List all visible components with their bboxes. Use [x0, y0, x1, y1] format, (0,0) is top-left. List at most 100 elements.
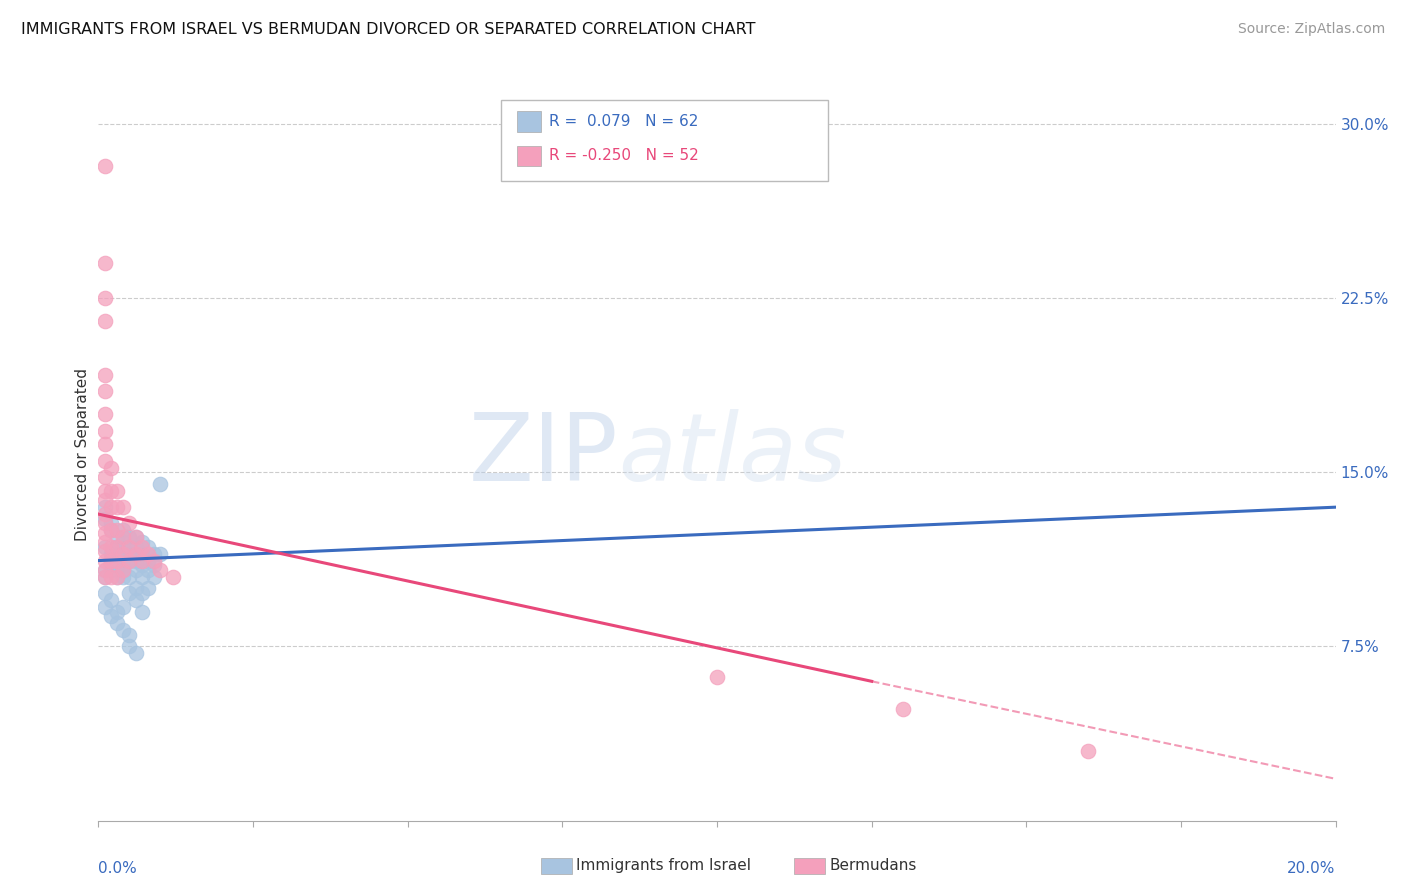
Point [112, 563, 135, 577]
Point [124, 647, 146, 661]
Point [105, 540, 128, 554]
Point [124, 547, 146, 561]
Point [118, 553, 141, 567]
Point [124, 530, 146, 544]
Point [124, 530, 146, 544]
Point [93, 314, 115, 328]
Point [93, 535, 115, 549]
Point [93, 563, 115, 577]
Point [112, 558, 135, 573]
Point [105, 500, 128, 515]
Point [100, 609, 122, 624]
Point [136, 553, 159, 567]
Point [93, 570, 115, 584]
Point [105, 616, 128, 631]
Text: Source: ZipAtlas.com: Source: ZipAtlas.com [1237, 22, 1385, 37]
Point [93, 507, 115, 521]
Text: IMMIGRANTS FROM ISRAEL VS BERMUDAN DIVORCED OR SEPARATED CORRELATION CHART: IMMIGRANTS FROM ISRAEL VS BERMUDAN DIVOR… [21, 22, 755, 37]
Point [105, 563, 128, 577]
Point [100, 540, 122, 554]
FancyBboxPatch shape [794, 858, 825, 874]
Point [93, 407, 115, 421]
Point [118, 540, 141, 554]
Point [143, 570, 166, 584]
Point [162, 570, 184, 584]
Text: 0.0%: 0.0% [98, 861, 138, 876]
Point [93, 454, 115, 468]
Point [149, 477, 172, 491]
Point [100, 500, 122, 515]
Text: ZIP: ZIP [468, 409, 619, 501]
Point [100, 593, 122, 607]
Text: R =  0.079   N = 62: R = 0.079 N = 62 [548, 114, 699, 128]
Point [112, 500, 135, 515]
Point [131, 540, 153, 554]
Point [131, 586, 153, 600]
Point [105, 530, 128, 544]
Point [112, 600, 135, 615]
Point [105, 570, 128, 584]
Point [100, 524, 122, 538]
Point [105, 570, 128, 584]
Point [100, 547, 122, 561]
FancyBboxPatch shape [516, 145, 541, 166]
Point [93, 437, 115, 451]
Point [112, 624, 135, 638]
Text: atlas: atlas [619, 409, 846, 500]
Point [118, 553, 141, 567]
Point [118, 628, 141, 642]
Point [93, 256, 115, 270]
Point [100, 558, 122, 573]
Point [93, 540, 115, 554]
Point [143, 547, 166, 561]
Point [112, 524, 135, 538]
Point [105, 547, 128, 561]
Point [93, 291, 115, 305]
Point [149, 547, 172, 561]
Point [131, 547, 153, 561]
Point [891, 702, 914, 716]
Point [118, 640, 141, 654]
Point [93, 525, 115, 540]
Point [149, 563, 172, 577]
Point [124, 563, 146, 577]
Point [118, 540, 141, 554]
Point [112, 535, 135, 549]
Point [124, 593, 146, 607]
Point [105, 540, 128, 554]
Point [93, 600, 115, 615]
Point [93, 470, 115, 484]
FancyBboxPatch shape [501, 100, 828, 180]
Point [100, 570, 122, 584]
Point [136, 563, 159, 577]
Point [93, 384, 115, 398]
Point [93, 424, 115, 438]
Point [131, 535, 153, 549]
Point [136, 582, 159, 596]
Point [124, 540, 146, 554]
Point [93, 586, 115, 600]
Point [93, 563, 115, 577]
Point [105, 553, 128, 567]
Point [118, 516, 141, 531]
Text: Bermudans: Bermudans [830, 858, 917, 872]
Point [93, 483, 115, 498]
Point [100, 483, 122, 498]
Point [93, 570, 115, 584]
Point [100, 516, 122, 531]
Point [105, 605, 128, 619]
Point [100, 553, 122, 567]
Text: R = -0.250   N = 52: R = -0.250 N = 52 [548, 148, 699, 163]
Point [105, 553, 128, 567]
Point [105, 483, 128, 498]
Point [118, 586, 141, 600]
Point [143, 558, 166, 573]
Point [112, 547, 135, 561]
Point [124, 582, 146, 596]
Point [100, 524, 122, 538]
Point [136, 547, 159, 561]
Text: Immigrants from Israel: Immigrants from Israel [576, 858, 751, 872]
Point [105, 540, 128, 554]
Point [93, 493, 115, 508]
Point [112, 563, 135, 577]
